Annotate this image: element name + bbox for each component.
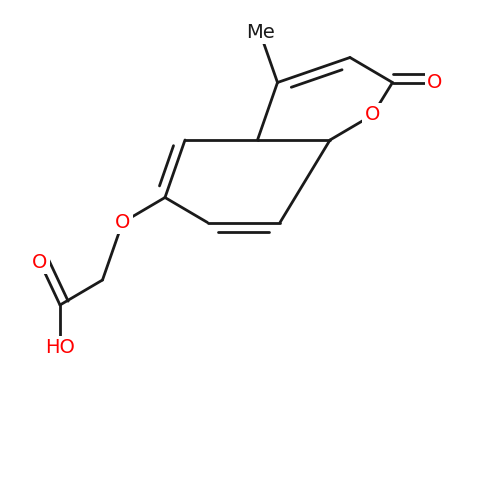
Text: HO: HO <box>45 338 75 357</box>
Text: O: O <box>428 73 442 92</box>
Text: Me: Me <box>246 23 274 42</box>
Text: O: O <box>365 106 380 124</box>
Text: O: O <box>115 213 130 232</box>
Text: O: O <box>32 253 48 272</box>
